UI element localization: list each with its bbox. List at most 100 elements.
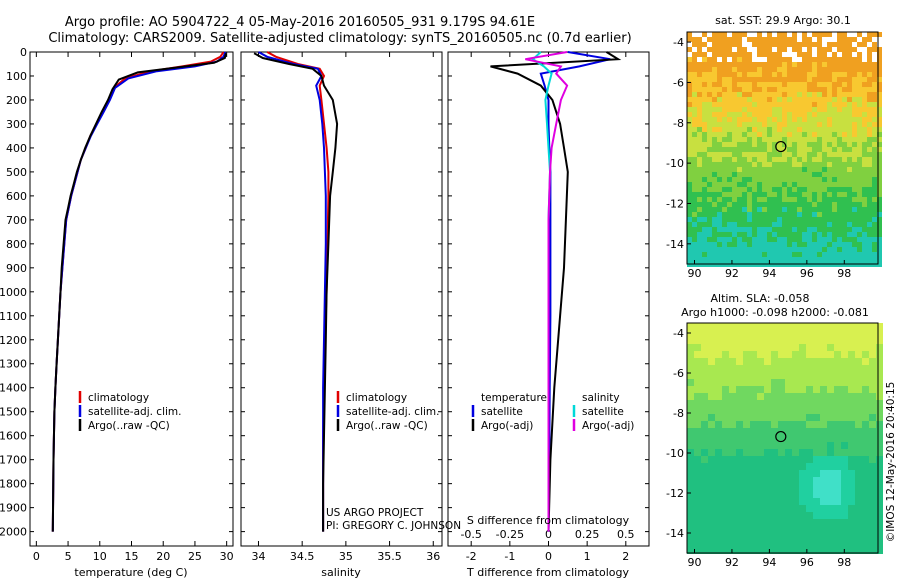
pi-credit: PI: GREGORY C. JOHNSON xyxy=(326,520,461,532)
map-cell xyxy=(701,407,708,414)
map-cell xyxy=(707,207,712,212)
map-cell xyxy=(742,102,747,107)
map-cell xyxy=(752,37,757,42)
map-cell xyxy=(782,187,787,192)
map-cell xyxy=(729,386,736,393)
map-cell xyxy=(767,232,772,237)
map-cell xyxy=(797,217,802,222)
map-cell xyxy=(827,187,832,192)
map-cell xyxy=(834,477,841,484)
map-cell xyxy=(820,547,827,554)
map-cell xyxy=(762,177,767,182)
map-cell xyxy=(717,122,722,127)
map-cell xyxy=(842,172,847,177)
map-cell xyxy=(743,414,750,421)
map-cell xyxy=(707,162,712,167)
map-cell xyxy=(877,162,882,167)
map-cell xyxy=(876,407,883,414)
map-cell xyxy=(827,67,832,72)
map-cell xyxy=(743,337,750,344)
map-cell xyxy=(785,533,792,540)
map-cell xyxy=(782,117,787,122)
map-cell xyxy=(742,112,747,117)
map-cell xyxy=(834,533,841,540)
map-cell xyxy=(832,97,837,102)
map-cell xyxy=(752,237,757,242)
map-cell xyxy=(707,107,712,112)
map-cell xyxy=(872,42,877,47)
map-cell xyxy=(785,456,792,463)
map-cell xyxy=(848,547,855,554)
map-cell xyxy=(817,157,822,162)
map-cell xyxy=(722,67,727,72)
map-cell xyxy=(852,197,857,202)
map-cell xyxy=(813,344,820,351)
map-cell xyxy=(712,82,717,87)
map-cell xyxy=(743,484,750,491)
map-cell xyxy=(717,87,722,92)
map-cell xyxy=(797,117,802,122)
map-cell xyxy=(777,167,782,172)
map-cell xyxy=(717,37,722,42)
map-cell xyxy=(697,212,702,217)
map-cell xyxy=(837,242,842,247)
map-cell xyxy=(877,222,882,227)
map-cell xyxy=(762,232,767,237)
map-cell xyxy=(757,37,762,42)
map-cell xyxy=(872,97,877,102)
x-top-tick-label: 0.25 xyxy=(575,528,600,541)
map-cell xyxy=(802,37,807,42)
map-cell xyxy=(869,484,876,491)
map-cell xyxy=(785,330,792,337)
map-cell xyxy=(832,62,837,67)
map-cell xyxy=(827,132,832,137)
map-cell xyxy=(834,449,841,456)
map-cell xyxy=(837,207,842,212)
map-cell xyxy=(732,247,737,252)
map-cell xyxy=(762,217,767,222)
map-cell xyxy=(712,212,717,217)
map-cell xyxy=(822,237,827,242)
map-cell xyxy=(752,232,757,237)
map-cell xyxy=(797,237,802,242)
map-cell xyxy=(807,252,812,257)
map-cell xyxy=(694,414,701,421)
map-cell xyxy=(772,212,777,217)
map-cell xyxy=(757,47,762,52)
map-cell xyxy=(736,351,743,358)
map-cell xyxy=(687,182,692,187)
map-cell xyxy=(852,82,857,87)
map-cell xyxy=(778,407,785,414)
map-cell xyxy=(687,177,692,182)
map-cell xyxy=(832,102,837,107)
map-cell xyxy=(817,227,822,232)
map-cell xyxy=(812,62,817,67)
map-cell xyxy=(782,42,787,47)
map-cell xyxy=(747,127,752,132)
map-cell xyxy=(862,212,867,217)
map-cell xyxy=(708,484,715,491)
map-cell xyxy=(852,152,857,157)
map-cell xyxy=(813,526,820,533)
map-cell xyxy=(813,456,820,463)
figure-title-line2: Climatology: CARS2009. Satellite-adjuste… xyxy=(48,31,631,46)
map-cell xyxy=(747,77,752,82)
map-cell xyxy=(727,127,732,132)
map-cell xyxy=(855,491,862,498)
map-cell xyxy=(862,442,869,449)
map-cell xyxy=(797,207,802,212)
map-cell xyxy=(777,147,782,152)
map-cell xyxy=(762,257,767,262)
map-cell xyxy=(812,77,817,82)
map-cell xyxy=(732,57,737,62)
map-cell xyxy=(857,122,862,127)
map-cell xyxy=(807,112,812,117)
map-cell xyxy=(750,372,757,379)
map-cell xyxy=(708,428,715,435)
map-cell xyxy=(867,47,872,52)
map-cell xyxy=(812,187,817,192)
map-cell xyxy=(855,547,862,554)
map-cell xyxy=(742,147,747,152)
map-cell xyxy=(743,365,750,372)
map-cell xyxy=(707,62,712,67)
